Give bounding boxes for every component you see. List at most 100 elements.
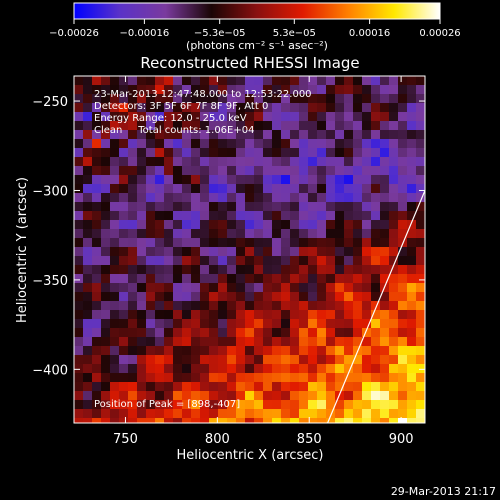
heatmap-cell: [398, 310, 408, 320]
heatmap-cell: [380, 220, 390, 230]
heatmap-cell: [137, 346, 147, 356]
heatmap-cell: [326, 112, 336, 122]
heatmap-cell: [344, 94, 354, 104]
heatmap-cell: [110, 337, 120, 347]
heatmap-cell: [83, 400, 93, 410]
heatmap-cell: [389, 265, 399, 275]
heatmap-cell: [137, 85, 147, 95]
heatmap-cell: [290, 391, 300, 401]
heatmap-cell: [191, 166, 201, 176]
heatmap-cell: [218, 157, 228, 167]
heatmap-cell: [173, 139, 183, 149]
heatmap-cell: [362, 148, 372, 158]
heatmap-cell: [83, 85, 93, 95]
heatmap-cell: [254, 193, 264, 203]
heatmap-cell: [74, 76, 84, 86]
heatmap-cell: [326, 409, 336, 419]
heatmap-cell: [200, 202, 210, 212]
heatmap-cell: [83, 220, 93, 230]
heatmap-cell: [137, 301, 147, 311]
heatmap-cell: [344, 346, 354, 356]
heatmap-cell: [407, 265, 417, 275]
heatmap-cell: [326, 202, 336, 212]
heatmap-cell: [110, 274, 120, 284]
heatmap-cell: [209, 175, 219, 185]
heatmap-cell: [74, 283, 84, 293]
heatmap-cell: [110, 148, 120, 158]
heatmap-cell: [245, 238, 255, 248]
heatmap-cell: [137, 382, 147, 392]
heatmap-cell: [353, 76, 363, 86]
heatmap-cell: [371, 229, 381, 239]
heatmap-cell: [407, 292, 417, 302]
heatmap-cell: [218, 166, 228, 176]
plot-frame: [73, 75, 426, 424]
heatmap-cell: [353, 265, 363, 275]
heatmap-cell: [119, 256, 129, 266]
heatmap-cell: [362, 319, 372, 329]
heatmap-cell: [110, 400, 120, 410]
heatmap-cell: [110, 112, 120, 122]
heatmap-cell: [353, 337, 363, 347]
heatmap-cell: [92, 166, 102, 176]
heatmap-cell: [308, 157, 318, 167]
heatmap-cell: [263, 166, 273, 176]
heatmap-cell: [92, 193, 102, 203]
heatmap-cell: [335, 283, 345, 293]
heatmap-cell: [290, 274, 300, 284]
heatmap-cell: [317, 319, 327, 329]
heatmap-cell: [290, 238, 300, 248]
heatmap-cell: [308, 292, 318, 302]
heatmap-cell: [182, 148, 192, 158]
heatmap-cell: [227, 211, 237, 221]
heatmap-cell: [308, 148, 318, 158]
heatmap-cell: [164, 184, 174, 194]
heatmap-cell: [155, 265, 165, 275]
heatmap-cell: [218, 409, 228, 419]
heatmap-cell: [173, 328, 183, 338]
heatmap-cell: [335, 256, 345, 266]
heatmap-cell: [182, 202, 192, 212]
heatmap-cell: [191, 301, 201, 311]
heatmap-cell: [407, 220, 417, 230]
heatmap-cell: [227, 328, 237, 338]
heatmap-cell: [344, 310, 354, 320]
heatmap-cell: [254, 400, 264, 410]
heatmap-cell: [236, 130, 246, 140]
heatmap-cell: [92, 76, 102, 86]
heatmap-cell: [362, 355, 372, 365]
heatmap-cell: [299, 121, 309, 131]
heatmap-cell: [308, 112, 318, 122]
heatmap-cell: [236, 184, 246, 194]
heatmap-cell: [218, 112, 228, 122]
heatmap-cell: [182, 301, 192, 311]
heatmap-cell: [326, 220, 336, 230]
heatmap-cell: [389, 364, 399, 374]
heatmap-cell: [398, 112, 408, 122]
heatmap-cell: [227, 391, 237, 401]
heatmap-cell: [371, 130, 381, 140]
heatmap-cell: [209, 355, 219, 365]
heatmap-cell: [353, 409, 363, 419]
heatmap-cell: [164, 148, 174, 158]
heatmap-cell: [398, 292, 408, 302]
heatmap-cell: [200, 283, 210, 293]
heatmap-cell: [299, 337, 309, 347]
heatmap-cell: [227, 85, 237, 95]
heatmap-cell: [173, 112, 183, 122]
heatmap-cell: [110, 166, 120, 176]
heatmap-cell: [236, 175, 246, 185]
heatmap-cell: [119, 265, 129, 275]
heatmap-cell: [137, 139, 147, 149]
heatmap-cell: [254, 130, 264, 140]
heatmap-cell: [83, 211, 93, 221]
heatmap-cell: [101, 418, 111, 423]
heatmap-cell: [137, 76, 147, 86]
heatmap-cell: [245, 229, 255, 239]
heatmap-cell: [254, 220, 264, 230]
heatmap-cell: [218, 85, 228, 95]
heatmap-cell: [227, 256, 237, 266]
heatmap-cell: [281, 76, 291, 86]
heatmap-cell: [128, 184, 138, 194]
heatmap-cell: [407, 382, 417, 392]
